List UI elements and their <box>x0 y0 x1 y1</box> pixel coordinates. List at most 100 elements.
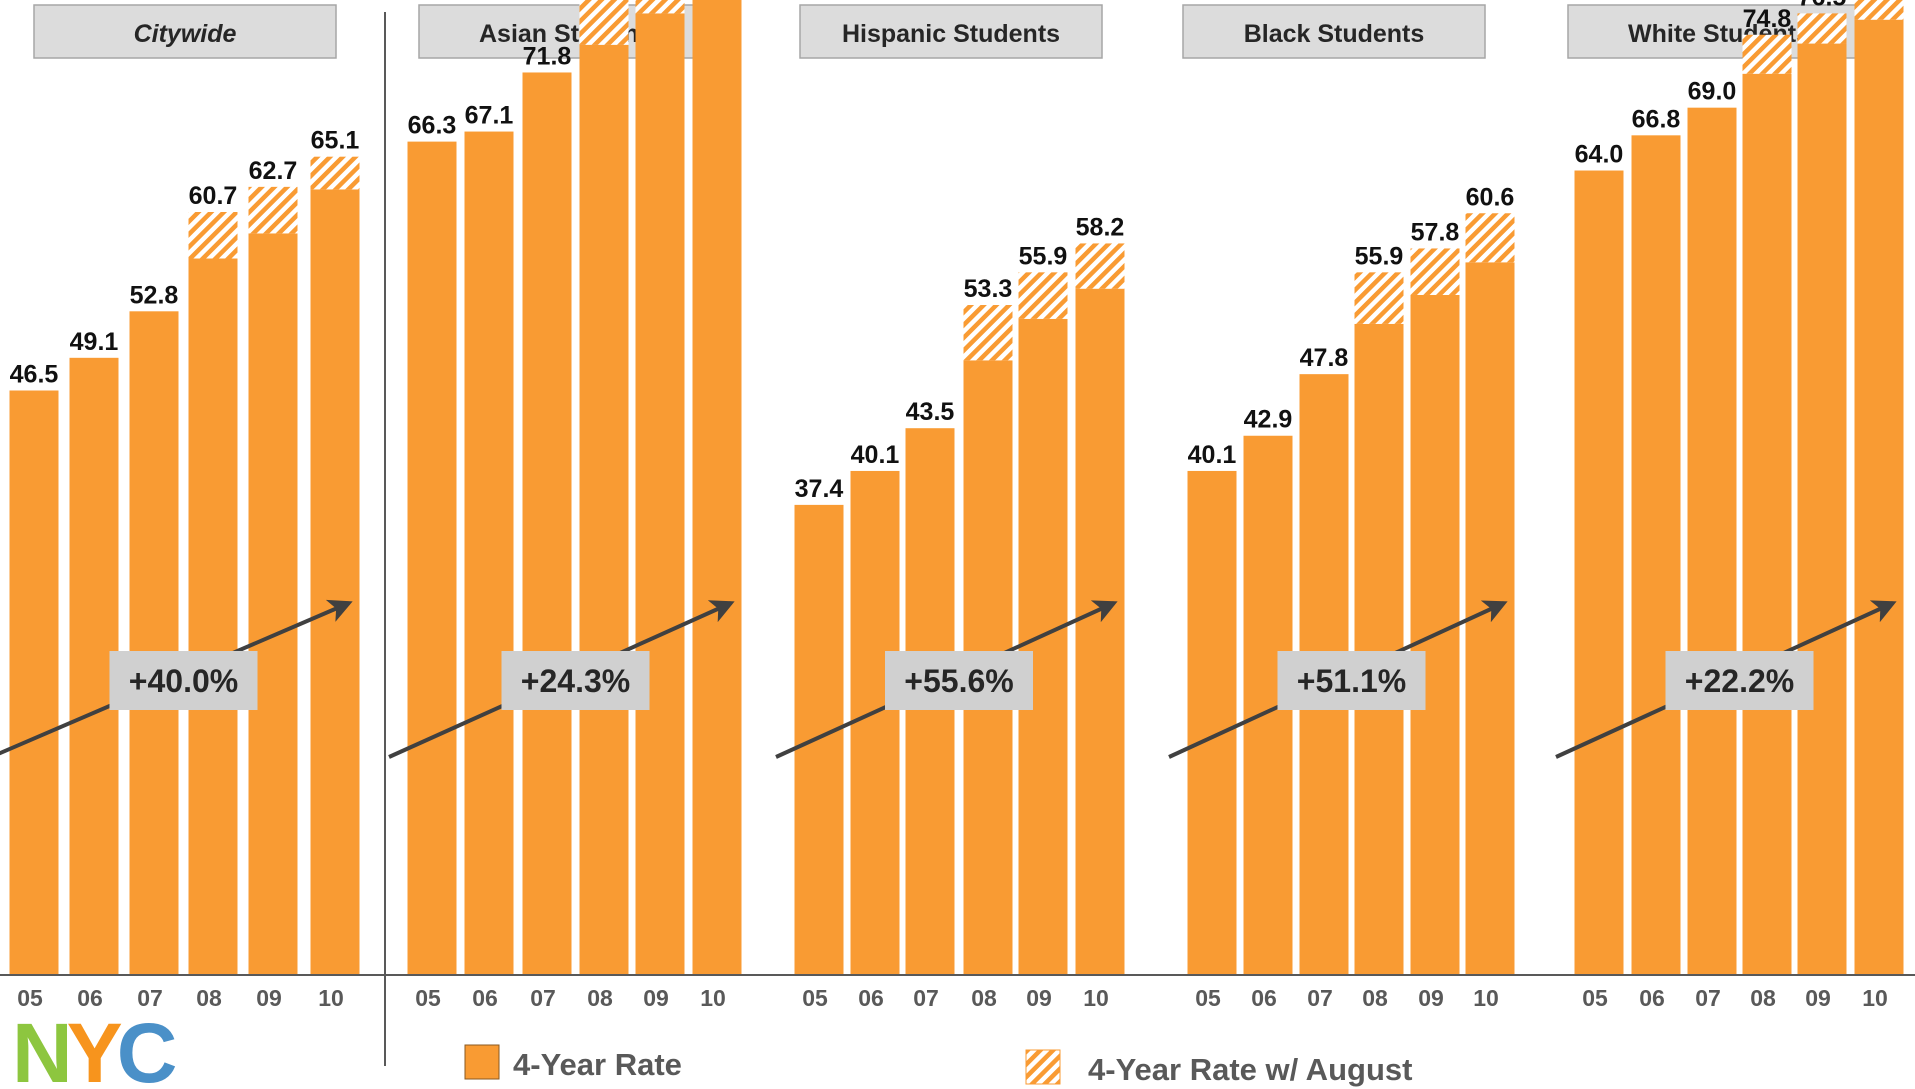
x-tick-label: 07 <box>913 985 939 1011</box>
change-box <box>1277 651 1426 710</box>
x-tick-label: 05 <box>415 985 441 1011</box>
bar-4-year-rate <box>1354 323 1404 975</box>
panel-header-box <box>799 4 1103 59</box>
panel-title: Hispanic Students <box>842 20 1060 48</box>
x-tick-label: 09 <box>1418 985 1444 1011</box>
legend-swatch-august <box>1025 1049 1061 1085</box>
bar-4-year-rate <box>1687 107 1737 976</box>
data-label: 62.7 <box>249 157 298 185</box>
data-label: 76.5 <box>1798 0 1847 11</box>
data-label: 66.8 <box>1632 105 1681 133</box>
data-label: 58.2 <box>1076 213 1125 241</box>
data-label: 55.9 <box>1355 242 1404 270</box>
panel-black-students: Black Students 40.1 05 42.9 06 47.8 07 55.9 08 57… <box>1168 4 1515 1011</box>
data-label: 37.4 <box>795 475 844 503</box>
bar-august-increment <box>248 186 298 234</box>
data-label: 57.8 <box>1411 218 1460 246</box>
x-tick-label: 09 <box>1805 985 1831 1011</box>
bar-4-year-rate <box>1797 43 1847 976</box>
x-tick-label: 09 <box>256 985 282 1011</box>
bar-4-year-rate <box>1574 170 1624 975</box>
x-tick-label: 05 <box>802 985 828 1011</box>
bar-4-year-rate <box>850 470 900 975</box>
x-tick-label: 09 <box>643 985 669 1011</box>
panel-title: Black Students <box>1244 20 1425 48</box>
x-tick-label: 07 <box>1307 985 1333 1011</box>
x-tick-label: 05 <box>1582 985 1608 1011</box>
bar-4-year-rate <box>1075 288 1125 976</box>
logo-letter-y: Y <box>67 1006 122 1089</box>
legend: 4-Year Rate 4-Year Rate w/ August <box>464 1044 1412 1087</box>
x-tick-label: 06 <box>1251 985 1277 1011</box>
bar-4-year-rate <box>1854 19 1904 976</box>
panel-asian-students: Asian Students66.30567.10671.80777.60880… <box>388 0 742 1011</box>
x-tick-label: 10 <box>1083 985 1109 1011</box>
panel-title: Asian Students <box>479 20 661 48</box>
data-label: 47.8 <box>1300 344 1349 372</box>
chart-panels: Citywide 46.5 05 49.1 06 52.8 07 60.7 08 62.7 09 65… <box>0 0 1904 1011</box>
change-box <box>501 651 650 710</box>
x-tick-label: 10 <box>1862 985 1888 1011</box>
svg-text:NYC: NYC <box>12 1006 176 1089</box>
bar-4-year-rate <box>9 390 59 975</box>
panel-header-box <box>1182 4 1486 59</box>
data-label: 67.1 <box>465 102 514 130</box>
change-label: +22.2% <box>1685 663 1794 699</box>
bar-4-year-rate <box>464 131 514 976</box>
x-tick-label: 10 <box>318 985 344 1011</box>
bar-august-increment <box>1854 0 1904 20</box>
bar-4-year-rate <box>692 0 742 975</box>
bar-4-year-rate <box>635 13 685 975</box>
bar-august-increment <box>1465 213 1515 263</box>
x-tick-label: 05 <box>1195 985 1221 1011</box>
bar-4-year-rate <box>1742 73 1792 975</box>
change-label: +51.1% <box>1297 663 1406 699</box>
x-tick-label: 07 <box>137 985 163 1011</box>
data-label: 46.5 <box>10 360 59 388</box>
x-tick-label: 06 <box>472 985 498 1011</box>
data-label: 74.8 <box>1743 5 1792 33</box>
bar-august-increment <box>635 0 685 14</box>
data-label: 40.1 <box>1188 441 1237 469</box>
panel-title: Citywide <box>134 20 237 48</box>
x-tick-label: 08 <box>971 985 997 1011</box>
bar-4-year-rate <box>129 311 179 976</box>
nyc-logo: NYC <box>12 1006 182 1089</box>
x-tick-label: 07 <box>530 985 556 1011</box>
panel-hispanic-students: Hispanic Students 37.4 05 40.1 06 43.5 07 53.3 0… <box>775 4 1125 1011</box>
bar-august-increment <box>1797 13 1847 44</box>
change-label: +55.6% <box>904 663 1013 699</box>
data-label: 65.1 <box>311 127 360 155</box>
x-tick-label: 08 <box>1362 985 1388 1011</box>
bar-august-increment <box>1075 243 1125 289</box>
panel-citywide: Citywide 46.5 05 49.1 06 52.8 07 60.7 08 62.7 09 65… <box>0 4 360 1011</box>
data-label: 64.0 <box>1575 141 1624 169</box>
bar-august-increment <box>1410 248 1460 295</box>
panel-header-box <box>33 4 337 59</box>
bar-4-year-rate <box>522 72 572 975</box>
data-label: 60.6 <box>1466 183 1515 211</box>
x-tick-label: 06 <box>858 985 884 1011</box>
x-tick-label: 10 <box>700 985 726 1011</box>
x-tick-label: 09 <box>1026 985 1052 1011</box>
logo-letter-c: C <box>117 1006 176 1089</box>
bar-august-increment <box>188 212 238 259</box>
legend-label-base: 4-Year Rate <box>513 1047 682 1082</box>
bar-august-increment <box>1354 272 1404 324</box>
bar-august-increment <box>963 305 1013 361</box>
bar-4-year-rate <box>1187 470 1237 975</box>
bar-august-increment <box>579 0 629 45</box>
x-tick-label: 08 <box>196 985 222 1011</box>
data-label: 52.8 <box>130 281 179 309</box>
bar-4-year-rate <box>1631 135 1681 976</box>
change-box <box>885 651 1033 710</box>
bar-august-increment <box>310 156 360 190</box>
change-label: +40.0% <box>129 663 238 699</box>
bar-4-year-rate <box>310 189 360 975</box>
x-tick-label: 08 <box>1750 985 1776 1011</box>
data-label: 60.7 <box>189 182 238 210</box>
x-tick-label: 05 <box>17 985 43 1011</box>
panel-white-students: White Students64.00566.80669.00774.80876… <box>1555 0 1904 1011</box>
logo-letter-n: N <box>12 1006 67 1089</box>
